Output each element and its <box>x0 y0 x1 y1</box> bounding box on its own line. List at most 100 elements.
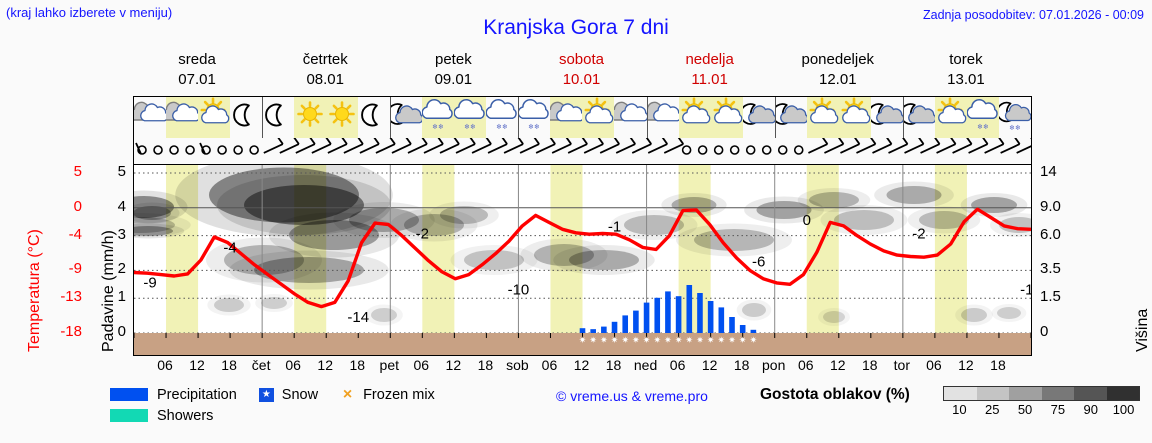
density-value-75: 75 <box>1050 402 1066 417</box>
day-date: 09.01 <box>434 71 473 88</box>
plot-svg: ✷✷✷✷✷✷✷✷✷✷✷✷✷✷✷✷✷×✷✷-9-4-14-2-10-1-60-2-… <box>134 165 1031 355</box>
temperature-tick-2: -4 <box>68 225 82 243</box>
temperature-tick-4: -13 <box>60 288 82 306</box>
weather-icon-cloudy <box>545 97 585 138</box>
legend-showers-label: Showers <box>157 407 214 424</box>
weather-icon-moon-cloud <box>739 97 776 138</box>
svg-text:❄❄: ❄❄ <box>497 123 509 131</box>
time-label-čet: čet <box>251 357 271 373</box>
svg-text:✷: ✷ <box>696 336 704 346</box>
weather-icon-moon-cloud <box>387 97 424 138</box>
svg-text:-10: -10 <box>1020 281 1031 298</box>
day-name: petek <box>435 51 472 68</box>
showers-swatch <box>110 409 148 422</box>
time-label-06: 06 <box>157 357 173 373</box>
snow-icon: ★ <box>258 387 274 402</box>
weather-icon-cloud-snow: ❄❄ <box>966 97 999 138</box>
svg-text:-4: -4 <box>223 240 236 257</box>
density-swatch-75 <box>1041 387 1074 400</box>
day-header-sreda: sreda 07.01 <box>133 50 261 94</box>
day-separator <box>646 97 648 138</box>
svg-text:✷: ✷ <box>600 336 608 346</box>
svg-text:✷: ✷ <box>653 336 661 346</box>
time-label-12: 12 <box>189 357 205 373</box>
time-label-06: 06 <box>797 357 814 373</box>
day-separator <box>518 97 520 138</box>
svg-text:❄❄: ❄❄ <box>432 123 444 131</box>
time-label-18: 18 <box>862 357 878 373</box>
wind-barbs-svg <box>135 138 1031 155</box>
day-separator <box>902 97 904 138</box>
weather-icon-moon-cloud <box>771 97 808 138</box>
density-value-90: 90 <box>1083 402 1098 417</box>
day-header-torek: torek 13.01 <box>902 50 1030 94</box>
time-label-12: 12 <box>317 357 333 373</box>
cloud-density-bar <box>943 386 1140 401</box>
time-label-12: 12 <box>701 357 718 373</box>
weather-icon-cloud-snow: ❄❄ <box>517 97 550 138</box>
time-label-18: 18 <box>605 357 622 373</box>
legend-precipitation: Precipitation <box>110 387 237 403</box>
precipitation-axis-title: Padavine (mm/h) <box>100 230 117 352</box>
time-label-tor: tor <box>893 357 911 373</box>
day-name: četrtek <box>302 51 348 68</box>
day-date: 08.01 <box>306 71 344 88</box>
day-header-nedelja: nedelja 11.01 <box>646 50 774 94</box>
day-date: 10.01 <box>562 71 601 88</box>
time-label-06: 06 <box>285 357 301 373</box>
day-name: sreda <box>178 51 216 68</box>
svg-text:✷: ✷ <box>632 336 640 346</box>
density-swatch-10 <box>944 387 977 400</box>
time-label-sob: sob <box>506 357 529 373</box>
svg-text:-2: -2 <box>912 226 925 243</box>
time-label-ned: ned <box>633 357 658 373</box>
svg-text:-1: -1 <box>608 219 621 236</box>
weather-icon-sun-cloud <box>582 97 615 138</box>
day-date: 07.01 <box>178 71 216 88</box>
last-update-label: Zadnja posodobitev: 07.01.2026 - 00:09 <box>922 8 1144 22</box>
precipitation-swatch <box>110 388 148 401</box>
time-label-18: 18 <box>349 357 366 373</box>
time-label-18: 18 <box>733 357 750 373</box>
svg-text:✷: ✷ <box>739 336 747 346</box>
day-date: 13.01 <box>947 71 985 88</box>
time-label-06: 06 <box>926 357 942 373</box>
page-title: Kranjska Gora 7 dni <box>483 16 669 39</box>
svg-text:✷: ✷ <box>675 336 683 346</box>
precipitation-tick-5: 0 <box>117 323 126 340</box>
time-label-12: 12 <box>573 357 590 373</box>
weather-icon-sun-cloud <box>934 97 967 138</box>
forecast-plot: ✷✷✷✷✷✷✷✷✷✷✷✷✷✷✷✷✷×✷✷-9-4-14-2-10-1-60-2-… <box>133 164 1032 356</box>
temperature-tick-0: 5 <box>73 163 82 180</box>
density-swatch-100 <box>1106 387 1139 400</box>
weather-icon-cloudy <box>161 97 201 138</box>
weather-icon-sun <box>294 97 327 138</box>
weather-icon-moon-cloud <box>867 97 905 138</box>
day-separator <box>262 97 264 138</box>
svg-text:-9: -9 <box>143 274 156 291</box>
frozen-mix-icon: × <box>342 385 353 403</box>
svg-text:✷: ✷ <box>643 336 651 346</box>
time-label-06: 06 <box>669 357 686 373</box>
density-swatch-25 <box>976 387 1009 400</box>
weather-icon-sun-cloud <box>198 97 231 138</box>
density-value-50: 50 <box>1017 402 1033 417</box>
time-label-06: 06 <box>541 357 558 373</box>
svg-text:✷: ✷ <box>750 336 758 346</box>
time-label-pon: pon <box>762 357 786 373</box>
weather-icon-sun-cloud <box>838 97 871 138</box>
svg-text:✷: ✷ <box>579 336 587 346</box>
day-name: sobota <box>558 51 605 68</box>
density-value-25: 25 <box>985 402 1000 417</box>
day-name: torek <box>949 51 983 68</box>
weather-icon-sun-cloud <box>806 97 839 138</box>
day-header-sobota: sobota 10.01 <box>517 50 645 94</box>
weather-icon-sun-cloud <box>678 97 711 138</box>
time-label-pet: pet <box>379 357 400 373</box>
cloud-density-numbers: 10 25 50 75 90 100 <box>943 402 1140 417</box>
day-date: 12.01 <box>819 71 857 88</box>
legend-snow-label: Snow <box>281 386 319 403</box>
svg-text:❄❄: ❄❄ <box>977 123 989 131</box>
day-separator <box>774 97 776 138</box>
weather-icon-sun-cloud <box>710 97 743 138</box>
